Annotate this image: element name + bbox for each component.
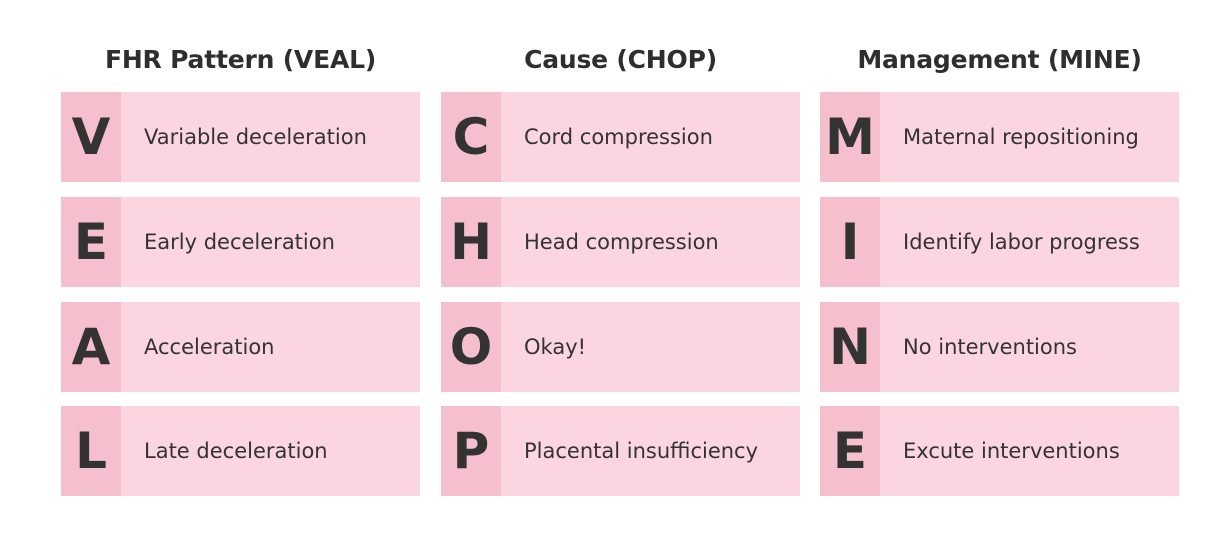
mnemonic-letter: N xyxy=(829,318,871,376)
letter-box: H xyxy=(441,197,501,287)
letter-box: I xyxy=(820,197,880,287)
mnemonic-letter: P xyxy=(452,422,490,480)
mnemonic-letter: O xyxy=(449,318,493,376)
mnemonic-phrase: Maternal repositioning xyxy=(903,125,1139,149)
mnemonic-phrase: Placental insufficiency xyxy=(524,439,759,463)
mnemonic-phrase: Identify labor progress xyxy=(903,230,1140,254)
mnemonic-letter: M xyxy=(825,108,875,166)
mnemonic-letter: E xyxy=(832,422,868,480)
mnemonic-phrase: Okay! xyxy=(524,335,587,359)
letter-box: P xyxy=(441,406,501,496)
mnemonic-phrase: No interventions xyxy=(903,335,1077,359)
letter-box: N xyxy=(820,302,880,392)
mnemonic-row: N No interventions xyxy=(820,302,1179,392)
mnemonic-row: P Placental insufficiency xyxy=(441,406,800,496)
letter-box: E xyxy=(61,197,121,287)
mnemonic-phrase: Cord compression xyxy=(524,125,713,149)
mnemonic-row: I Identify labor progress xyxy=(820,197,1179,287)
mnemonic-row: E Excute interventions xyxy=(820,406,1179,496)
mnemonic-row: V Variable deceleration xyxy=(61,92,420,182)
letter-box: A xyxy=(61,302,121,392)
mnemonic-letter: E xyxy=(73,213,109,271)
column-title: Cause (CHOP) xyxy=(524,45,717,74)
mnemonic-letter: C xyxy=(452,108,490,166)
mnemonic-letter: A xyxy=(71,318,111,376)
mnemonic-row: O Okay! xyxy=(441,302,800,392)
letter-box: L xyxy=(61,406,121,496)
mnemonic-phrase: Variable deceleration xyxy=(144,125,367,149)
mnemonic-letter: V xyxy=(71,108,111,166)
letter-box: V xyxy=(61,92,121,182)
mnemonic-row: H Head compression xyxy=(441,197,800,287)
mnemonic-phrase: Head compression xyxy=(524,230,719,254)
mnemonic-phrase: Early deceleration xyxy=(144,230,335,254)
mnemonic-row: L Late deceleration xyxy=(61,406,420,496)
mnemonic-phrase: Excute interventions xyxy=(903,439,1120,463)
mnemonic-row: E Early deceleration xyxy=(61,197,420,287)
letter-box: M xyxy=(820,92,880,182)
mnemonic-letter: L xyxy=(75,422,107,480)
column-title: FHR Pattern (VEAL) xyxy=(104,45,377,74)
mnemonic-row: C Cord compression xyxy=(441,92,800,182)
mnemonic-phrase: Acceleration xyxy=(144,335,275,359)
letter-box: O xyxy=(441,302,501,392)
letter-box: E xyxy=(820,406,880,496)
mnemonic-row: M Maternal repositioning xyxy=(820,92,1179,182)
column-title: Management (MINE) xyxy=(857,45,1142,74)
mnemonic-row: A Acceleration xyxy=(61,302,420,392)
mnemonic-letter: H xyxy=(450,213,492,271)
letter-box: C xyxy=(441,92,501,182)
mnemonic-phrase: Late deceleration xyxy=(144,439,328,463)
mnemonic-letter: I xyxy=(840,213,860,271)
